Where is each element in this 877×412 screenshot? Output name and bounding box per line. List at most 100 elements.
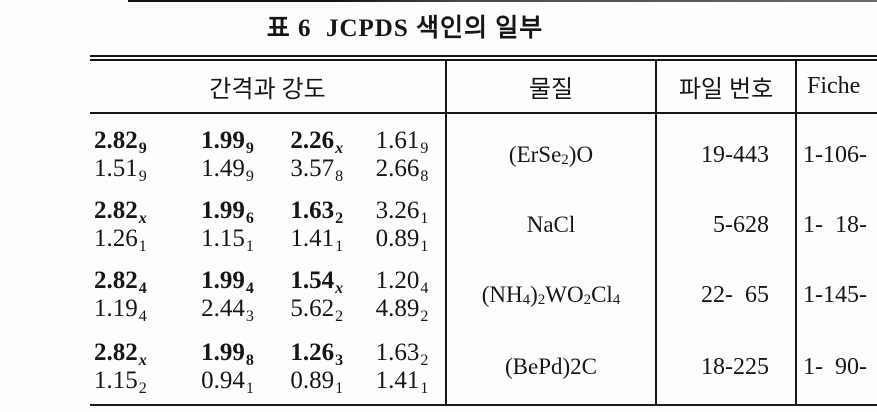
header-fiche: Fiche xyxy=(795,61,877,112)
spacing-intensity-cell: 2.82x 1.996 1.632 3.261 1.261 1.151 1.411 0.891 xyxy=(90,190,445,260)
fiche-cell: 1-145- xyxy=(795,260,877,330)
intensity-subscript: 1 xyxy=(335,380,344,397)
table-row: 2.829 1.999 2.26x 1.619 1.519 1.499 3.578 2.668… xyxy=(90,114,877,190)
intensity-subscript: 3 xyxy=(335,352,344,369)
d-value: 1.152 xyxy=(94,367,147,397)
header-file-number: 파일 번호 xyxy=(655,61,795,112)
substance-cell: (ErSe 2)O xyxy=(445,114,655,190)
intensity-subscript: 3 xyxy=(245,308,254,325)
intensity-subscript: 1 xyxy=(245,380,254,397)
d-value: 0.891 xyxy=(290,367,344,397)
fiche-cell: 1- 18- xyxy=(795,190,877,260)
d-value-line: 1.519 1.499 3.578 2.668 xyxy=(94,155,445,185)
d-value: 2.26x xyxy=(290,127,344,157)
intensity-subscript: 1 xyxy=(420,238,429,255)
intensity-subscript: 1 xyxy=(335,238,344,255)
d-value: 3.578 xyxy=(290,155,344,185)
d-value: 0.891 xyxy=(375,225,429,255)
intensity-subscript: 9 xyxy=(138,140,147,157)
intensity-subscript: 2 xyxy=(420,352,429,369)
d-value-line: 2.82x 1.998 1.263 1.632 xyxy=(94,339,445,369)
d-value: 1.519 xyxy=(94,155,147,185)
d-value: 2.668 xyxy=(375,155,429,185)
intensity-subscript: 4 xyxy=(138,308,147,325)
d-value: 1.54x xyxy=(290,267,344,297)
file-number-cell: 5-628 xyxy=(655,190,795,260)
d-value: 1.632 xyxy=(375,339,429,369)
d-value: 2.82x xyxy=(94,339,147,369)
fiche-cell: 1- 90- xyxy=(795,330,877,404)
d-value: 1.204 xyxy=(375,267,429,297)
intensity-subscript: x xyxy=(335,140,344,157)
intensity-subscript: 8 xyxy=(335,168,344,185)
d-value: 1.151 xyxy=(201,225,254,255)
intensity-subscript: 9 xyxy=(420,140,429,157)
d-value: 1.999 xyxy=(201,127,254,157)
file-number-cell: 22- 65 xyxy=(655,260,795,330)
intensity-subscript: 2 xyxy=(138,380,147,397)
d-value: 1.194 xyxy=(94,295,147,325)
d-value: 0.941 xyxy=(201,367,254,397)
d-value-line: 2.82x 1.996 1.632 3.261 xyxy=(94,197,445,227)
intensity-subscript: 1 xyxy=(245,238,254,255)
d-value: 3.261 xyxy=(375,197,429,227)
intensity-subscript: 2 xyxy=(335,210,344,227)
intensity-subscript: 1 xyxy=(420,210,429,227)
table-title: 표 6 JCPDS 색인의 일부 xyxy=(266,15,544,42)
file-number-cell: 18-225 xyxy=(655,330,795,404)
d-value: 1.996 xyxy=(201,197,254,227)
d-value: 1.632 xyxy=(290,197,344,227)
d-value-line: 1.152 0.941 0.891 1.411 xyxy=(94,367,445,397)
substance-cell: NaCl xyxy=(445,190,655,260)
file-number-cell: 19-443 xyxy=(655,114,795,190)
d-value: 1.499 xyxy=(201,155,254,185)
intensity-subscript: 1 xyxy=(420,380,429,397)
substance-cell: (BePd)2C xyxy=(445,330,655,404)
header-substance: 물질 xyxy=(445,61,655,112)
intensity-subscript: 9 xyxy=(138,168,147,185)
fiche-cell: 1-106- xyxy=(795,114,877,190)
d-value: 2.443 xyxy=(201,295,254,325)
d-value: 4.892 xyxy=(375,295,429,325)
table-row: 2.82x 1.998 1.263 1.632 1.152 0.941 0.891 1.411… xyxy=(90,330,877,404)
d-value: 5.622 xyxy=(290,295,344,325)
intensity-subscript: 4 xyxy=(420,280,429,297)
d-value-line: 2.829 1.999 2.26x 1.619 xyxy=(94,127,445,157)
intensity-subscript: 2 xyxy=(335,308,344,325)
intensity-subscript: x xyxy=(335,280,344,297)
header-spacing-intensity: 간격과 강도 xyxy=(209,77,326,103)
d-value: 1.261 xyxy=(94,225,147,255)
table-header-row: 간격과 강도 물질 파일 번호 Fiche xyxy=(90,61,877,114)
spacing-intensity-cell: 2.829 1.999 2.26x 1.619 1.519 1.499 3.578 2.668 xyxy=(90,114,445,190)
d-value: 1.263 xyxy=(290,339,344,369)
substance-cell: (NH 4) 2 WO 2 Cl 4 xyxy=(445,260,655,330)
d-value: 2.824 xyxy=(94,267,147,297)
intensity-subscript: x xyxy=(138,352,147,369)
d-value-line: 1.261 1.151 1.411 0.891 xyxy=(94,225,445,255)
d-value: 1.998 xyxy=(201,339,254,369)
intensity-subscript: 2 xyxy=(420,308,429,325)
d-value-line: 2.824 1.994 1.54x 1.204 xyxy=(94,267,445,297)
table-bottom-rule xyxy=(90,404,877,406)
d-value: 1.994 xyxy=(201,267,254,297)
intensity-subscript: 9 xyxy=(245,140,254,157)
intensity-subscript: 8 xyxy=(245,352,254,369)
intensity-subscript: 9 xyxy=(245,168,254,185)
table-body: 2.829 1.999 2.26x 1.619 1.519 1.499 3.578 2.668… xyxy=(90,114,877,404)
table-row: 2.82x 1.996 1.632 3.261 1.261 1.151 1.411 0.891… xyxy=(90,190,877,260)
spacing-intensity-cell: 2.824 1.994 1.54x 1.204 1.194 2.443 5.622 4.892 xyxy=(90,260,445,330)
table-row: 2.824 1.994 1.54x 1.204 1.194 2.443 5.622 4.892… xyxy=(90,260,877,330)
d-value: 1.619 xyxy=(375,127,429,157)
d-value-line: 1.194 2.443 5.622 4.892 xyxy=(94,295,445,325)
intensity-subscript: 6 xyxy=(245,210,254,227)
intensity-subscript: 4 xyxy=(245,280,254,297)
d-value: 1.411 xyxy=(290,225,344,255)
spacing-intensity-cell: 2.82x 1.998 1.263 1.632 1.152 0.941 0.891 1.411 xyxy=(90,330,445,404)
intensity-subscript: 1 xyxy=(138,238,147,255)
d-value: 2.829 xyxy=(94,127,147,157)
intensity-subscript: 8 xyxy=(420,168,429,185)
d-value: 2.82x xyxy=(94,197,147,227)
intensity-subscript: 4 xyxy=(138,280,147,297)
d-value: 1.411 xyxy=(375,367,429,397)
